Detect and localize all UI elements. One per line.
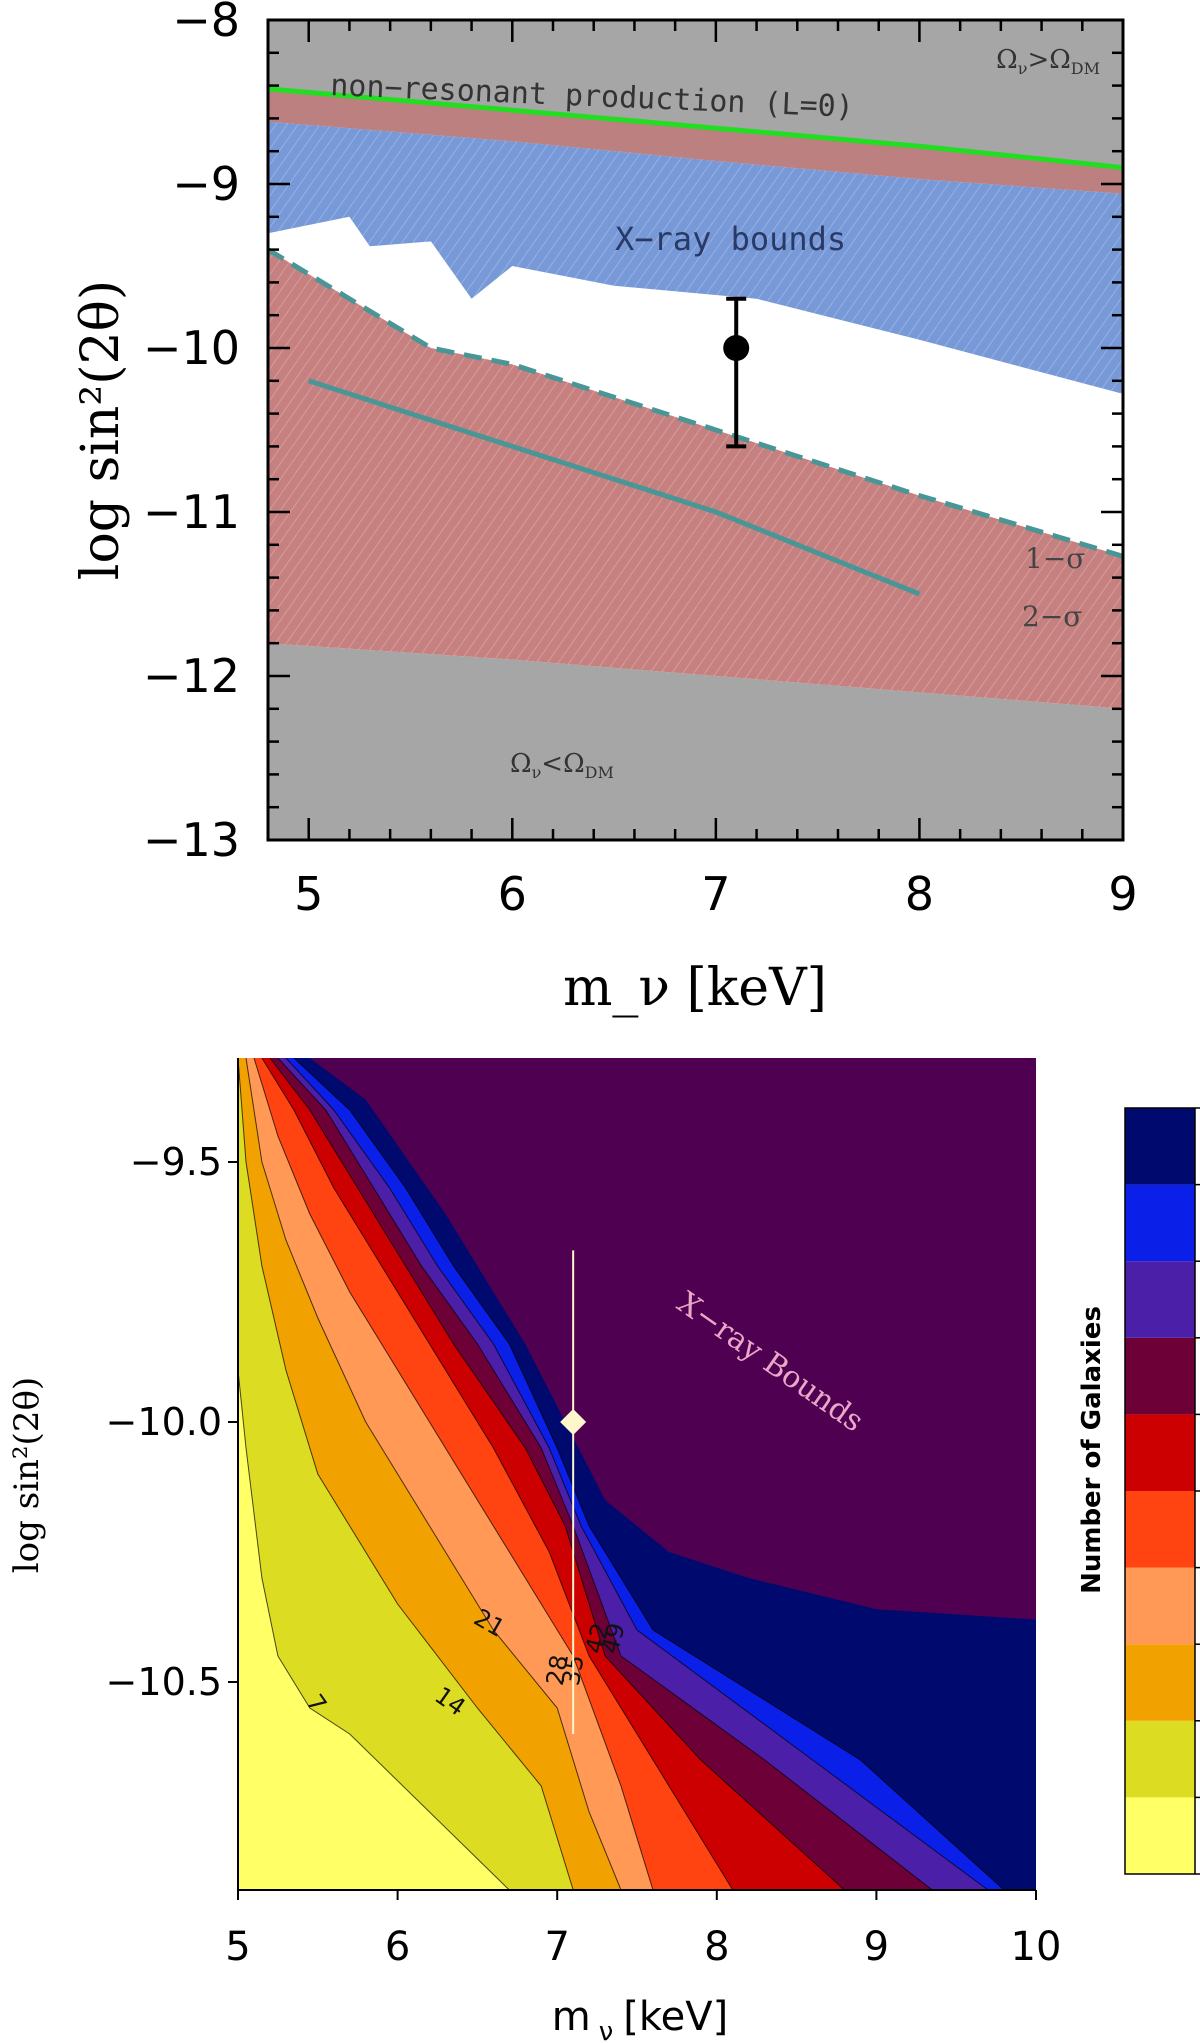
contour-line: [293, 1058, 1005, 1890]
omega-under-region: [268, 643, 1123, 840]
bottom-y-tick-label: −10.5: [106, 1660, 222, 1704]
top-y-tick-label: −8: [172, 0, 240, 47]
colorbar-swatch: [1125, 1491, 1195, 1568]
omega-over-region: [268, 20, 1123, 168]
colorbar-swatch: [1125, 1337, 1195, 1415]
top-y-tick-label: −12: [143, 649, 240, 703]
contour-band: [238, 1058, 574, 1890]
bottom-x-tick-label: 6: [385, 1924, 410, 1970]
contour-line: [253, 1058, 654, 1890]
xray-bounds-label: X−ray bounds: [615, 220, 846, 258]
colorbar-swatch: [1125, 1414, 1195, 1491]
colorbar-swatch: [1125, 1567, 1195, 1645]
colorbar-swatch: [1125, 1644, 1195, 1721]
data-point-diamond: [560, 1409, 587, 1435]
bottom-y-axis-label: log sin²(2θ): [7, 1377, 47, 1573]
top-tick-marks: 5 6 7 8 9 −8 −9 −10 −11 −12 −13: [143, 0, 1138, 921]
one-sigma-label: 1−σ: [1025, 542, 1085, 575]
top-plot-frame: [266, 18, 1125, 842]
bottom-x-axis-label: m ν [keV]: [552, 1994, 728, 2043]
colorbar-label: Number of Galaxies: [1077, 1306, 1107, 1594]
top-x-tick-label: 9: [1108, 867, 1137, 921]
contour-line: [245, 1058, 622, 1890]
top-y-tick-label: −9: [172, 157, 240, 211]
bottom-x-tick-label: 8: [704, 1924, 729, 1970]
bottom-x-tick-label: 10: [1011, 1924, 1062, 1970]
contour-line: [238, 1058, 574, 1890]
contour-line: [238, 1058, 510, 1890]
colorbar: 510152025303540455055: [1124, 1107, 1200, 1875]
top-x-tick-label: 7: [701, 867, 730, 921]
top-y-axis-label: log sin²(2θ): [71, 280, 131, 580]
two-sigma-label: 2−σ: [1022, 600, 1082, 633]
colorbar-swatch: [1125, 1261, 1195, 1338]
bottom-x-tick-label: 5: [225, 1924, 250, 1970]
teal-solid-line: [307, 378, 921, 597]
top-plot-area: [268, 20, 1123, 840]
top-y-tick-label: −11: [143, 485, 240, 539]
data-point: [723, 335, 750, 361]
non-resonant-band: [268, 88, 1123, 194]
top-x-tick-label: 5: [294, 867, 323, 921]
omega-over-label: Ων>ΩDM: [996, 45, 1100, 78]
non-resonant-line: [268, 86, 1123, 171]
allowed-band-hatch: [268, 249, 1123, 709]
top-y-tick-label: −10: [143, 321, 240, 375]
contour-line: [261, 1058, 734, 1890]
colorbar-swatch: [1125, 1720, 1195, 1798]
bottom-x-tick-label: 7: [544, 1924, 569, 1970]
bottom-y-tick-label: −10.0: [106, 1400, 222, 1444]
top-x-tick-label: 6: [498, 867, 527, 921]
colorbar-swatch: [1125, 1797, 1195, 1874]
top-x-tick-label: 8: [905, 867, 934, 921]
bottom-x-tick-label: 9: [864, 1924, 889, 1970]
contour-line: [269, 1058, 845, 1890]
omega-under-label: Ων<ΩDM: [510, 749, 614, 782]
top-y-tick-label: −13: [143, 813, 240, 867]
contour-lines: [238, 1058, 1005, 1890]
top-x-axis-label: m_ν [keV]: [563, 958, 827, 1018]
contour-line: [285, 1058, 989, 1890]
xray-bounds-hatch: [268, 121, 1123, 394]
bottom-tick-marks: 5 6 7 8 9 10 −9.5 −10.0 −10.5: [106, 1058, 1062, 1970]
top-panel: 5 6 7 8 9−8−9−10−11−12−13 Ων>ΩDM non−resonan…: [71, 0, 1138, 1018]
contour-line: [277, 1058, 933, 1890]
contour-band: [238, 1058, 510, 1890]
bottom-y-tick-label: −9.5: [130, 1140, 222, 1184]
colorbar-swatch: [1125, 1108, 1195, 1185]
contour-label: 28: [541, 1653, 574, 1688]
one-sigma-dashed-line: [268, 247, 1123, 559]
colorbar-swatch: [1125, 1184, 1195, 1262]
